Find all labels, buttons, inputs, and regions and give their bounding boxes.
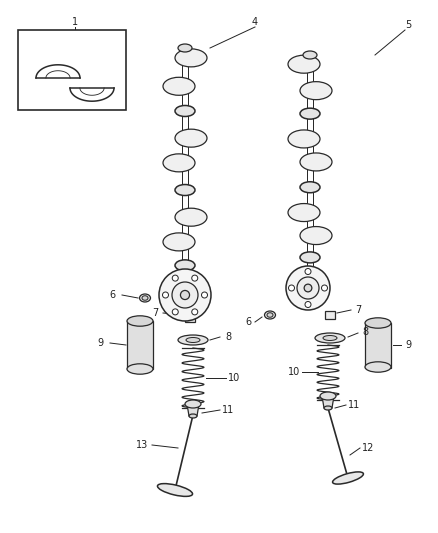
Bar	[18, 30, 126, 110]
Ellipse shape	[127, 316, 153, 326]
Bar	[325, 311, 335, 319]
Ellipse shape	[300, 153, 332, 171]
Ellipse shape	[175, 208, 207, 226]
Text: 9: 9	[97, 338, 103, 348]
Ellipse shape	[175, 129, 207, 147]
Ellipse shape	[315, 333, 345, 343]
Ellipse shape	[163, 77, 195, 95]
Ellipse shape	[139, 294, 151, 302]
Polygon shape	[187, 404, 199, 416]
Text: 12: 12	[362, 443, 374, 453]
Text: 5: 5	[405, 20, 411, 30]
Ellipse shape	[300, 108, 320, 119]
Text: 1: 1	[72, 17, 78, 27]
Circle shape	[286, 266, 330, 310]
Ellipse shape	[127, 364, 153, 374]
Text: 6: 6	[245, 317, 251, 327]
Circle shape	[192, 275, 198, 281]
Ellipse shape	[267, 313, 273, 317]
Text: 11: 11	[348, 400, 360, 410]
Circle shape	[289, 285, 294, 291]
Circle shape	[321, 285, 328, 291]
Ellipse shape	[300, 227, 332, 245]
Bar	[185, 314, 195, 322]
Circle shape	[172, 275, 178, 281]
Ellipse shape	[303, 51, 317, 59]
Circle shape	[297, 277, 319, 299]
Circle shape	[159, 269, 211, 321]
Ellipse shape	[175, 184, 195, 196]
Ellipse shape	[288, 55, 320, 73]
Circle shape	[201, 292, 208, 298]
Text: 8: 8	[225, 332, 231, 342]
Ellipse shape	[365, 318, 391, 328]
Ellipse shape	[178, 335, 208, 345]
Circle shape	[305, 302, 311, 308]
Ellipse shape	[142, 296, 148, 300]
Ellipse shape	[320, 392, 336, 400]
Text: 11: 11	[222, 405, 234, 415]
Bar	[127, 321, 153, 369]
Ellipse shape	[163, 154, 195, 172]
Ellipse shape	[186, 337, 200, 343]
Ellipse shape	[323, 335, 337, 341]
Text: 7: 7	[355, 305, 361, 315]
Ellipse shape	[185, 400, 201, 408]
Circle shape	[172, 309, 178, 315]
Ellipse shape	[365, 362, 391, 372]
Text: 10: 10	[228, 373, 240, 383]
Circle shape	[172, 282, 198, 308]
Bar	[365, 323, 391, 368]
Ellipse shape	[300, 252, 320, 263]
Ellipse shape	[157, 483, 193, 496]
Text: 9: 9	[405, 340, 411, 350]
Ellipse shape	[175, 49, 207, 67]
Ellipse shape	[288, 130, 320, 148]
Text: 10: 10	[288, 367, 300, 377]
Ellipse shape	[178, 291, 192, 299]
Ellipse shape	[300, 82, 332, 100]
Circle shape	[192, 309, 198, 315]
Circle shape	[305, 269, 311, 274]
Text: 8: 8	[362, 327, 368, 337]
Ellipse shape	[175, 260, 195, 271]
Ellipse shape	[332, 472, 364, 484]
Text: 13: 13	[136, 440, 148, 450]
Text: 4: 4	[252, 17, 258, 27]
Circle shape	[304, 284, 312, 292]
Text: 6: 6	[109, 290, 115, 300]
Text: 7: 7	[152, 308, 158, 318]
Ellipse shape	[265, 311, 276, 319]
Ellipse shape	[324, 406, 332, 410]
Ellipse shape	[303, 281, 317, 289]
Ellipse shape	[163, 233, 195, 251]
Ellipse shape	[178, 44, 192, 52]
Ellipse shape	[300, 182, 320, 193]
Polygon shape	[322, 396, 334, 408]
Circle shape	[162, 292, 169, 298]
Ellipse shape	[189, 414, 197, 418]
Ellipse shape	[175, 106, 195, 117]
Circle shape	[180, 290, 190, 300]
Ellipse shape	[288, 204, 320, 222]
